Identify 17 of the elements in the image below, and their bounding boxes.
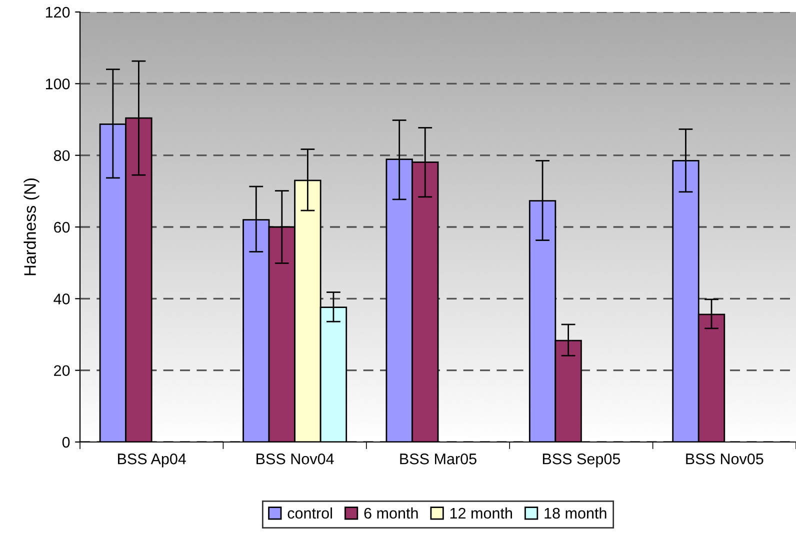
x-tick-label: BSS Nov04 bbox=[256, 454, 334, 464]
x-tick-label: BSS Mar05 bbox=[400, 454, 476, 464]
legend-label: 18 month bbox=[544, 507, 606, 519]
y-tick-label: 20 bbox=[54, 365, 70, 376]
y-tick-label: 80 bbox=[54, 150, 70, 162]
legend-label: 12 month bbox=[450, 507, 512, 519]
y-tick-label: 120 bbox=[46, 6, 70, 18]
y-tick-label: 40 bbox=[54, 294, 70, 304]
x-tick-label: BSS Sep05 bbox=[542, 454, 620, 468]
y-tick-label: 60 bbox=[54, 222, 70, 233]
legend-label: 6 month bbox=[364, 507, 418, 519]
legend-label: control bbox=[288, 507, 332, 519]
y-tick-label: 100 bbox=[46, 78, 70, 90]
y-tick-label: 0 bbox=[62, 436, 70, 448]
x-tick-label: BSS Ap04 bbox=[118, 454, 186, 468]
x-tick-label: BSS Nov05 bbox=[686, 454, 764, 464]
y-axis-title: Hardness (N) bbox=[24, 178, 40, 276]
